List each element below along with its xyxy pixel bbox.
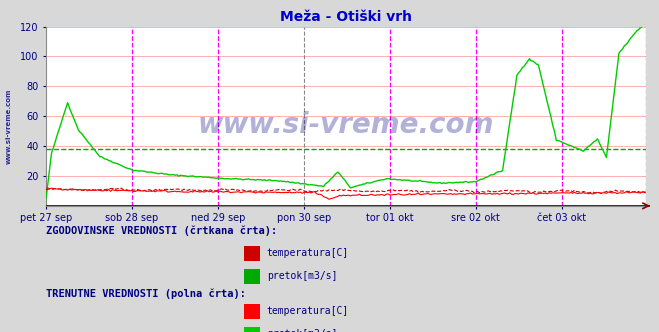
Text: pretok[m3/s]: pretok[m3/s] bbox=[267, 271, 337, 281]
Text: ZGODOVINSKE VREDNOSTI (črtkana črta):: ZGODOVINSKE VREDNOSTI (črtkana črta): bbox=[46, 225, 277, 236]
Title: Meža - Otiški vrh: Meža - Otiški vrh bbox=[280, 10, 412, 24]
Text: www.si-vreme.com: www.si-vreme.com bbox=[5, 88, 12, 164]
Text: temperatura[C]: temperatura[C] bbox=[267, 306, 349, 316]
Text: pretok[m3/s]: pretok[m3/s] bbox=[267, 329, 337, 332]
Text: www.si-vreme.com: www.si-vreme.com bbox=[198, 111, 494, 139]
Text: temperatura[C]: temperatura[C] bbox=[267, 248, 349, 258]
Text: TRENUTNE VREDNOSTI (polna črta):: TRENUTNE VREDNOSTI (polna črta): bbox=[46, 289, 246, 299]
